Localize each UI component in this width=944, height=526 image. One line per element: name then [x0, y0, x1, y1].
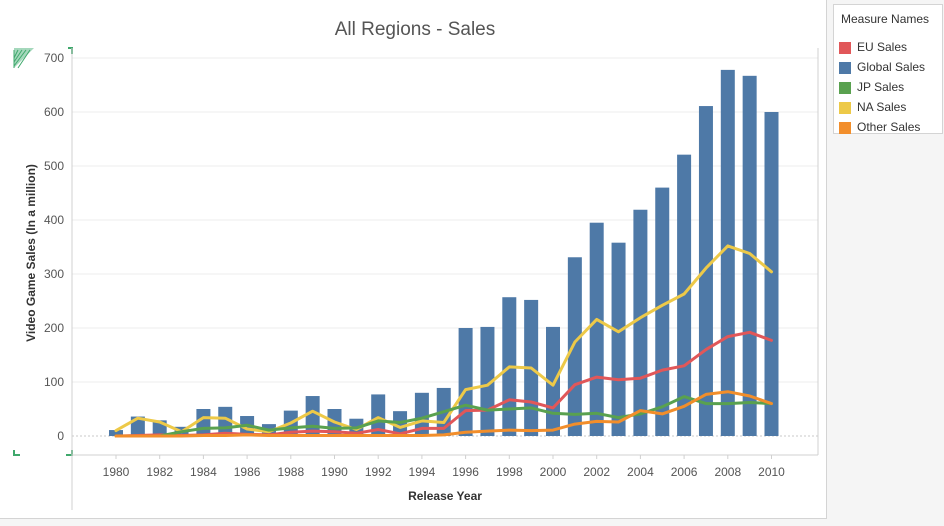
x-tick-label-2010: 2010 — [758, 465, 785, 479]
line-na-sales — [114, 244, 773, 434]
legend-swatch-na — [839, 102, 851, 114]
legend-swatch-other — [839, 122, 851, 134]
x-tick-label-1992: 1992 — [365, 465, 392, 479]
bar-global-sales-2000 — [546, 326, 560, 436]
y-axis-label: Video Game Sales (In a million) — [24, 164, 38, 342]
x-tick-label-1998: 1998 — [496, 465, 523, 479]
x-tick-label-1982: 1982 — [146, 465, 173, 479]
y-tick-label-100: 100 — [44, 375, 64, 389]
axes-layer: 0 100 200 300 400 500 600 700 1980 1982 1984 1986 19… — [44, 48, 819, 510]
y-tick-label-200: 200 — [44, 321, 64, 335]
x-tick-label-1990: 1990 — [321, 465, 348, 479]
chart-title: All Regions - Sales — [335, 19, 496, 40]
legend-item-eu-sales[interactable]: EU Sales — [839, 40, 941, 56]
grid-layer — [72, 57, 818, 437]
legend-swatch-eu — [839, 42, 851, 54]
chart-panel: All Regions - Sales Video Game Sales (In… — [0, 0, 827, 519]
y-tick-label-600: 600 — [44, 105, 64, 119]
x-tick-label-2006: 2006 — [671, 465, 698, 479]
y-tick-label-400: 400 — [44, 213, 64, 227]
y-tick-label-700: 700 — [44, 51, 64, 65]
chart-svg: All Regions - Sales Video Game Sales (In… — [13, 19, 819, 510]
bar-global-sales-1980 — [109, 430, 123, 436]
bar-global-sales-2001 — [567, 257, 582, 436]
bar-global-sales-2010 — [764, 112, 779, 436]
x-tick-label-1988: 1988 — [277, 465, 304, 479]
legend-swatch-jp — [839, 82, 851, 94]
bar-global-sales-2009 — [742, 75, 757, 436]
y-tick-label-0: 0 — [57, 429, 64, 443]
bar-global-sales-2008 — [720, 69, 735, 436]
lines-layer — [114, 244, 773, 438]
x-axis-label: Release Year — [408, 489, 482, 503]
bar-global-sales-1992 — [371, 394, 386, 436]
x-tick-label-1984: 1984 — [190, 465, 217, 479]
x-tick-label-1980: 1980 — [103, 465, 130, 479]
legend-label-na: NA Sales — [857, 100, 907, 114]
line-jp-sales — [114, 395, 773, 438]
legend-item-jp-sales[interactable]: JP Sales — [839, 80, 941, 96]
legend-swatch-global — [839, 62, 851, 74]
legend-item-global-sales[interactable]: Global Sales — [839, 60, 941, 76]
x-tick-label-1994: 1994 — [409, 465, 436, 479]
bars-layer — [109, 69, 779, 436]
x-tick-label-1986: 1986 — [234, 465, 261, 479]
y-tick-label-300: 300 — [44, 267, 64, 281]
legend-label-jp: JP Sales — [857, 80, 905, 94]
y-tick-label-500: 500 — [44, 159, 64, 173]
x-tick-label-2008: 2008 — [714, 465, 741, 479]
bar-global-sales-2004 — [633, 209, 648, 436]
bar-global-sales-2003 — [611, 242, 626, 436]
x-tick-label-2000: 2000 — [540, 465, 567, 479]
bar-global-sales-2005 — [655, 187, 670, 436]
bar-global-sales-1996 — [458, 328, 473, 436]
x-tick-label-2002: 2002 — [583, 465, 610, 479]
line-eu-sales — [114, 330, 773, 438]
legend-label-eu: EU Sales — [857, 40, 908, 54]
bar-global-sales-2007 — [698, 106, 713, 436]
legend-item-na-sales[interactable]: NA Sales — [839, 100, 941, 116]
legend-label-other: Other Sales — [857, 120, 921, 134]
x-tick-label-2004: 2004 — [627, 465, 654, 479]
bar-global-sales-2002 — [589, 222, 604, 436]
legend-item-other-sales[interactable]: Other Sales — [839, 120, 941, 136]
legend-title: Measure Names — [841, 12, 930, 26]
legend-label-global: Global Sales — [857, 60, 926, 74]
legend: Measure Names EU Sales Global Sales JP S… — [833, 4, 943, 134]
bar-global-sales-1994 — [414, 392, 429, 436]
x-tick-label-1996: 1996 — [452, 465, 479, 479]
line-other-sales — [114, 390, 773, 438]
